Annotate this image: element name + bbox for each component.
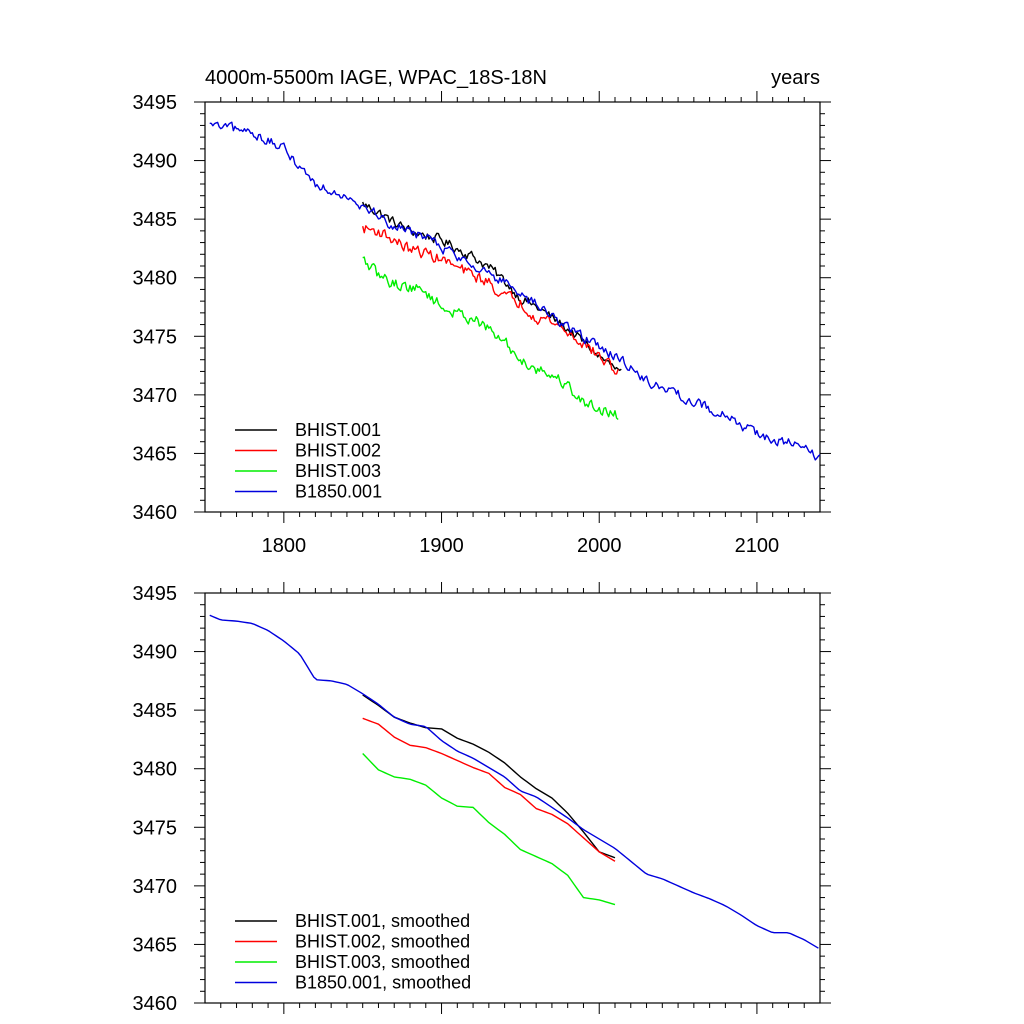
bottom-y-tick-label: 3465 (133, 934, 178, 956)
top-units-label: years (771, 67, 820, 89)
bottom-series-line-1 (362, 694, 616, 859)
top-x-tick-label: 1900 (419, 535, 464, 557)
bottom-plot-frame (204, 592, 821, 1004)
top-plot-frame (204, 101, 821, 513)
bottom-series-line-4 (209, 614, 819, 949)
top-legend-label-4: B1850.001 (295, 482, 382, 502)
bottom-y-tick-label: 3485 (133, 700, 178, 722)
bottom-legend-label-4: B1850.001, smoothed (295, 973, 471, 993)
top-y-tick-label: 3490 (133, 151, 178, 173)
top-y-tick-label: 3475 (133, 326, 178, 348)
bottom-legend-label-2: BHIST.002, smoothed (295, 932, 470, 952)
top-x-tick-label: 2000 (577, 535, 622, 557)
top-legend-label-1: BHIST.001 (295, 420, 381, 440)
top-legend-label-3: BHIST.003 (295, 461, 381, 481)
bottom-y-tick-label: 3460 (133, 993, 178, 1015)
bottom-y-tick-label: 3475 (133, 817, 178, 839)
bottom-plot-area: 3460 3465 3470 3475 3480 3485 3490 3495 BHIST.00… (133, 582, 831, 1015)
top-x-tick-label: 2100 (735, 535, 780, 557)
top-panel: 4000m-5500m IAGE, WPAC_18S-18N years 180… (133, 67, 831, 557)
bottom-y-tick-label: 3490 (133, 642, 178, 664)
top-series-line-3 (362, 256, 619, 420)
top-y-tick-label: 3495 (133, 92, 178, 114)
top-x-tick-label: 1800 (262, 535, 307, 557)
top-chart-title: 4000m-5500m IAGE, WPAC_18S-18N (205, 67, 547, 89)
top-y-tick-label: 3460 (133, 502, 178, 524)
top-series-line-4 (209, 121, 821, 461)
top-y-tick-label: 3470 (133, 385, 178, 407)
bottom-series-line-2 (362, 717, 616, 862)
bottom-y-tick-label: 3495 (133, 583, 178, 605)
bottom-y-tick-label: 3470 (133, 876, 178, 898)
bottom-legend-label-3: BHIST.003, smoothed (295, 952, 470, 972)
bottom-series-line-3 (362, 753, 616, 906)
top-y-tick-label: 3480 (133, 268, 178, 290)
top-y-tick-label: 3465 (133, 443, 178, 465)
bottom-y-tick-label: 3480 (133, 759, 178, 781)
top-legend-label-2: BHIST.002 (295, 441, 381, 461)
top-series-line-2 (362, 225, 619, 375)
top-y-tick-label: 3485 (133, 209, 178, 231)
bottom-legend-label-1: BHIST.001, smoothed (295, 911, 470, 931)
top-plot-area: 1800 1900 2000 2100 3460 3465 3470 3475 3480 3485… (133, 91, 831, 557)
bottom-panel: 3460 3465 3470 3475 3480 3485 3490 3495 BHIST.00… (133, 582, 831, 1015)
